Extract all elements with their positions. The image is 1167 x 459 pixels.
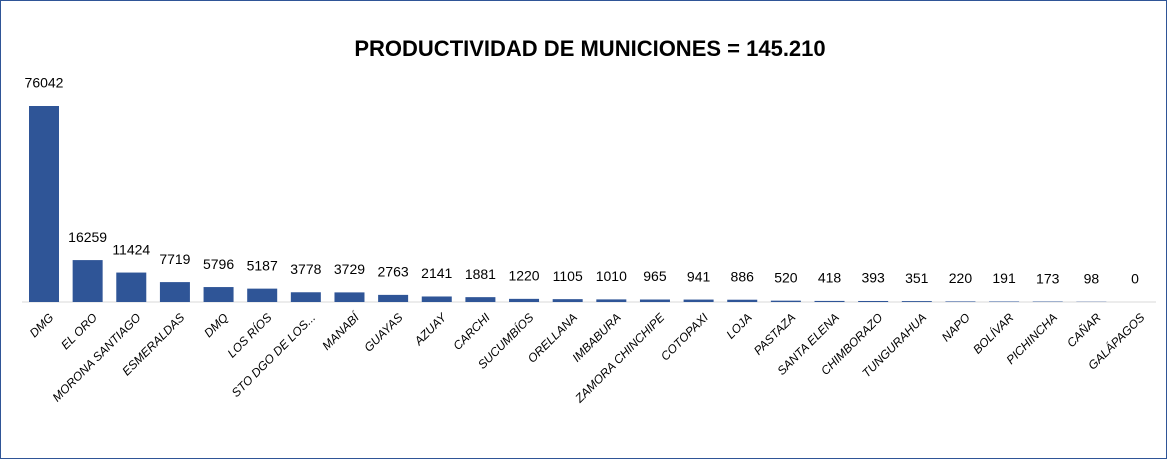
data-label: 191 bbox=[992, 270, 1016, 286]
bar bbox=[727, 299, 758, 302]
bar bbox=[552, 299, 583, 302]
data-label: 5187 bbox=[247, 257, 278, 273]
data-label: 965 bbox=[643, 268, 667, 284]
bar bbox=[421, 296, 452, 302]
x-tick-label: DMG bbox=[27, 310, 57, 340]
x-tick-label: CAÑAR bbox=[1064, 310, 1104, 350]
data-label: 3778 bbox=[290, 261, 321, 277]
bar bbox=[247, 288, 278, 302]
x-tick-label: GUAYAS bbox=[361, 310, 405, 354]
x-tick-label: CARCHI bbox=[450, 310, 493, 353]
data-label: 76042 bbox=[25, 75, 64, 91]
bar bbox=[596, 299, 627, 302]
data-label: 3729 bbox=[334, 261, 365, 277]
chart-title: PRODUCTIVIDAD DE MUNICIONES = 145.210 bbox=[354, 36, 825, 61]
x-tick-label: BOLÍVAR bbox=[970, 310, 1017, 357]
x-tick-label: EL ORO bbox=[58, 310, 100, 352]
x-tick-label: MANABÍ bbox=[319, 309, 363, 353]
data-label: 2763 bbox=[378, 264, 409, 280]
data-label: 16259 bbox=[68, 229, 107, 245]
data-label: 5796 bbox=[203, 256, 234, 272]
bar bbox=[945, 301, 976, 302]
x-tick-label: LOJA bbox=[723, 310, 754, 341]
bar bbox=[509, 298, 540, 302]
x-tick-label: NAPO bbox=[939, 310, 973, 344]
x-tick-label: STO DGO DE LOS... bbox=[229, 310, 318, 399]
bar bbox=[334, 292, 365, 302]
data-label: 1881 bbox=[465, 266, 496, 282]
data-label: 351 bbox=[905, 270, 929, 286]
data-label: 98 bbox=[1084, 270, 1100, 286]
bar bbox=[378, 294, 409, 302]
x-tick-label: ZAMORA CHINCHIPE bbox=[572, 310, 668, 406]
bar bbox=[203, 287, 234, 302]
bar bbox=[901, 301, 932, 302]
data-label: 1010 bbox=[596, 268, 627, 284]
bar bbox=[639, 299, 670, 302]
data-label: 173 bbox=[1036, 270, 1060, 286]
data-label: 941 bbox=[687, 268, 711, 284]
bar bbox=[858, 300, 889, 302]
data-label: 393 bbox=[861, 270, 885, 286]
data-label: 418 bbox=[818, 270, 842, 286]
data-label: 7719 bbox=[159, 251, 190, 267]
data-label: 11424 bbox=[112, 241, 150, 257]
bar bbox=[29, 106, 59, 302]
data-label: 0 bbox=[1131, 271, 1139, 287]
data-label: 1220 bbox=[508, 268, 539, 284]
bar bbox=[290, 292, 321, 302]
data-label: 520 bbox=[774, 269, 798, 285]
bar bbox=[465, 297, 496, 302]
data-label: 220 bbox=[949, 270, 973, 286]
x-tick-label: COTOPAXI bbox=[658, 310, 711, 363]
x-tick-label: AZUAY bbox=[411, 310, 450, 349]
bar bbox=[72, 260, 103, 302]
bar bbox=[116, 272, 147, 302]
data-label: 2141 bbox=[421, 265, 452, 281]
data-label: 1105 bbox=[553, 268, 583, 284]
bar bbox=[770, 300, 801, 302]
bar bbox=[159, 282, 190, 302]
x-tick-label: DMQ bbox=[201, 310, 231, 340]
bar bbox=[814, 300, 845, 302]
bar bbox=[683, 299, 714, 302]
data-label: 886 bbox=[731, 268, 755, 284]
